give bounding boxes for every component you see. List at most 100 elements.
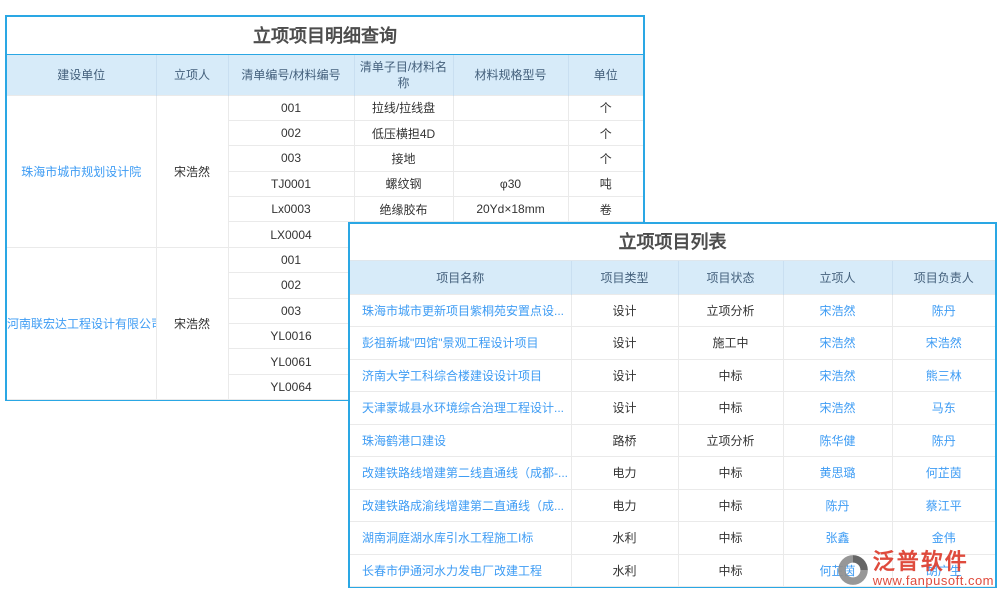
- material-code-cell: Lx0003: [228, 196, 355, 223]
- project-name-cell[interactable]: 改建铁路线增建第二线直通线（成都-...: [350, 456, 572, 490]
- project-type-cell: 设计: [570, 326, 679, 360]
- material-unit-cell: 个: [567, 119, 643, 147]
- material-code-cell: 001: [227, 246, 355, 274]
- material-unit-cell: 卷: [567, 196, 643, 223]
- material-unit-cell: 个: [567, 94, 643, 121]
- project-row[interactable]: 湖南洞庭湖水库引水工程施工I标 水利 中标 张鑫 金伟: [350, 521, 995, 555]
- project-type-cell: 路桥: [570, 423, 679, 457]
- material-spec-cell: φ30: [452, 170, 569, 198]
- project-name-cell[interactable]: 湖南洞庭湖水库引水工程施工I标: [350, 521, 572, 555]
- project-initiator-cell[interactable]: 何芷茵: [782, 553, 893, 587]
- initiator-cell: 宋浩然: [155, 246, 229, 401]
- project-initiator-cell[interactable]: 宋浩然: [782, 293, 893, 327]
- project-status-cell: 施工中: [677, 326, 784, 360]
- material-unit-cell: 吨: [567, 170, 643, 198]
- detail-query-header: 建设单位 立项人 清单编号/材料编号 清单子目/材料名称 材料规格型号 单位: [7, 55, 643, 95]
- project-initiator-cell[interactable]: 宋浩然: [782, 391, 893, 425]
- initiator-cell: 宋浩然: [155, 94, 229, 248]
- detail-column-header: 建设单位: [7, 55, 156, 95]
- detail-row: 珠海市城市规划设计院 宋浩然 001 拉线/拉线盘个: [7, 94, 643, 248]
- detail-column-header: 单位: [567, 55, 643, 95]
- material-name-cell: 拉线/拉线盘: [353, 94, 454, 121]
- detail-query-title: 立项项目明细查询: [7, 17, 643, 55]
- material-code-cell: 002: [228, 119, 355, 147]
- project-list-title: 立项项目列表: [350, 224, 995, 261]
- material-code-cell: 002: [228, 272, 355, 299]
- construction-unit-cell[interactable]: 珠海市城市规划设计院: [7, 94, 157, 248]
- project-status-cell: 中标: [677, 553, 784, 587]
- project-name-cell[interactable]: 济南大学工科综合楼建设设计项目: [350, 358, 572, 392]
- material-code-cell: 003: [228, 145, 355, 172]
- project-initiator-cell[interactable]: 宋浩然: [782, 326, 893, 360]
- detail-row: TJ0001 螺纹钢 φ30 吨: [7, 170, 643, 198]
- material-unit-cell: 个: [567, 145, 643, 172]
- project-initiator-cell[interactable]: 张鑫: [782, 521, 893, 555]
- project-status-cell: 立项分析: [677, 423, 784, 457]
- material-name-cell: 绝缘胶布: [353, 196, 454, 223]
- project-initiator-cell[interactable]: 黄思璐: [782, 456, 893, 490]
- project-manager-cell[interactable]: 陈丹: [891, 423, 995, 457]
- material-code-cell: 003: [228, 297, 355, 325]
- project-manager-cell[interactable]: 马东: [891, 391, 995, 425]
- project-row[interactable]: 彭祖新城"四馆"景观工程设计项目 设计 施工中 宋浩然 宋浩然: [350, 326, 995, 360]
- project-manager-cell[interactable]: 胡广生: [891, 553, 995, 587]
- project-type-cell: 设计: [570, 293, 679, 327]
- detail-row: 002 低压横担4D 个: [7, 119, 643, 147]
- detail-column-header: 立项人: [155, 55, 228, 95]
- project-row[interactable]: 改建铁路线增建第二线直通线（成都-... 电力 中标 黄思璐 何芷茵: [350, 456, 995, 490]
- material-code-cell: 001: [227, 94, 355, 121]
- project-type-cell: 设计: [570, 358, 679, 392]
- project-row[interactable]: 珠海鹤港口建设 路桥 立项分析 陈华健 陈丹: [350, 423, 995, 457]
- project-manager-cell[interactable]: 金伟: [891, 521, 995, 555]
- material-name-cell: 接地: [353, 145, 454, 172]
- detail-column-header: 清单编号/材料编号: [227, 55, 354, 95]
- project-status-cell: 中标: [677, 456, 784, 490]
- project-name-cell[interactable]: 彭祖新城"四馆"景观工程设计项目: [350, 326, 572, 360]
- material-code-cell: TJ0001: [228, 170, 355, 198]
- project-manager-cell[interactable]: 陈丹: [891, 293, 995, 327]
- project-initiator-cell[interactable]: 陈丹: [782, 488, 893, 522]
- material-spec-cell: [452, 94, 569, 121]
- project-row[interactable]: 珠海市城市更新项目紫桐苑安置点设... 设计 立项分析 宋浩然 陈丹: [350, 293, 995, 327]
- project-manager-cell[interactable]: 何芷茵: [891, 456, 995, 490]
- project-name-cell[interactable]: 天津蒙城县水环境综合治理工程设计...: [350, 391, 572, 425]
- project-status-cell: 中标: [677, 358, 784, 392]
- project-manager-cell[interactable]: 熊三林: [891, 358, 995, 392]
- project-type-cell: 水利: [570, 521, 679, 555]
- construction-unit-cell[interactable]: 河南联宏达工程设计有限公司: [7, 246, 157, 401]
- project-row[interactable]: 天津蒙城县水环境综合治理工程设计... 设计 中标 宋浩然 马东: [350, 391, 995, 425]
- project-name-cell[interactable]: 改建铁路成渝线增建第二直通线（成...: [350, 488, 572, 522]
- project-type-cell: 设计: [570, 391, 679, 425]
- project-status-cell: 中标: [677, 488, 784, 522]
- project-name-cell[interactable]: 长春市伊通河水力发电厂改建工程: [350, 553, 572, 587]
- project-initiator-cell[interactable]: 陈华健: [782, 423, 893, 457]
- material-code-cell: LX0004: [228, 221, 355, 248]
- project-type-cell: 电力: [570, 488, 679, 522]
- material-name-cell: 低压横担4D: [353, 119, 454, 147]
- project-type-cell: 水利: [570, 553, 679, 587]
- list-column-header: 项目状态: [677, 261, 783, 294]
- project-manager-cell[interactable]: 宋浩然: [891, 326, 995, 360]
- project-name-cell[interactable]: 珠海鹤港口建设: [350, 423, 572, 457]
- project-row[interactable]: 济南大学工科综合楼建设设计项目 设计 中标 宋浩然 熊三林: [350, 358, 995, 392]
- project-status-cell: 中标: [677, 391, 784, 425]
- list-column-header: 项目类型: [570, 261, 678, 294]
- project-list-table: 项目名称 项目类型 项目状态 立项人 项目负责人 珠海市城市更新项目紫桐苑安置点设...…: [350, 261, 995, 587]
- project-status-cell: 中标: [677, 521, 784, 555]
- material-code-cell: YL0064: [228, 373, 355, 401]
- project-row[interactable]: 改建铁路成渝线增建第二直通线（成... 电力 中标 陈丹 蔡江平: [350, 488, 995, 522]
- project-name-cell[interactable]: 珠海市城市更新项目紫桐苑安置点设...: [350, 293, 572, 327]
- project-type-cell: 电力: [570, 456, 679, 490]
- project-status-cell: 立项分析: [677, 293, 784, 327]
- material-name-cell: 螺纹钢: [353, 170, 454, 198]
- detail-column-header: 清单子目/材料名称: [353, 55, 453, 95]
- detail-row: Lx0003 绝缘胶布 20Yd×18mm 卷: [7, 196, 643, 223]
- project-manager-cell[interactable]: 蔡江平: [891, 488, 995, 522]
- project-initiator-cell[interactable]: 宋浩然: [782, 358, 893, 392]
- list-column-header: 项目负责人: [891, 261, 995, 294]
- detail-column-header: 材料规格型号: [452, 55, 568, 95]
- material-code-cell: YL0016: [228, 323, 355, 350]
- project-list-header: 项目名称 项目类型 项目状态 立项人 项目负责人: [350, 261, 995, 294]
- project-row[interactable]: 长春市伊通河水力发电厂改建工程 水利 中标 何芷茵 胡广生: [350, 553, 995, 587]
